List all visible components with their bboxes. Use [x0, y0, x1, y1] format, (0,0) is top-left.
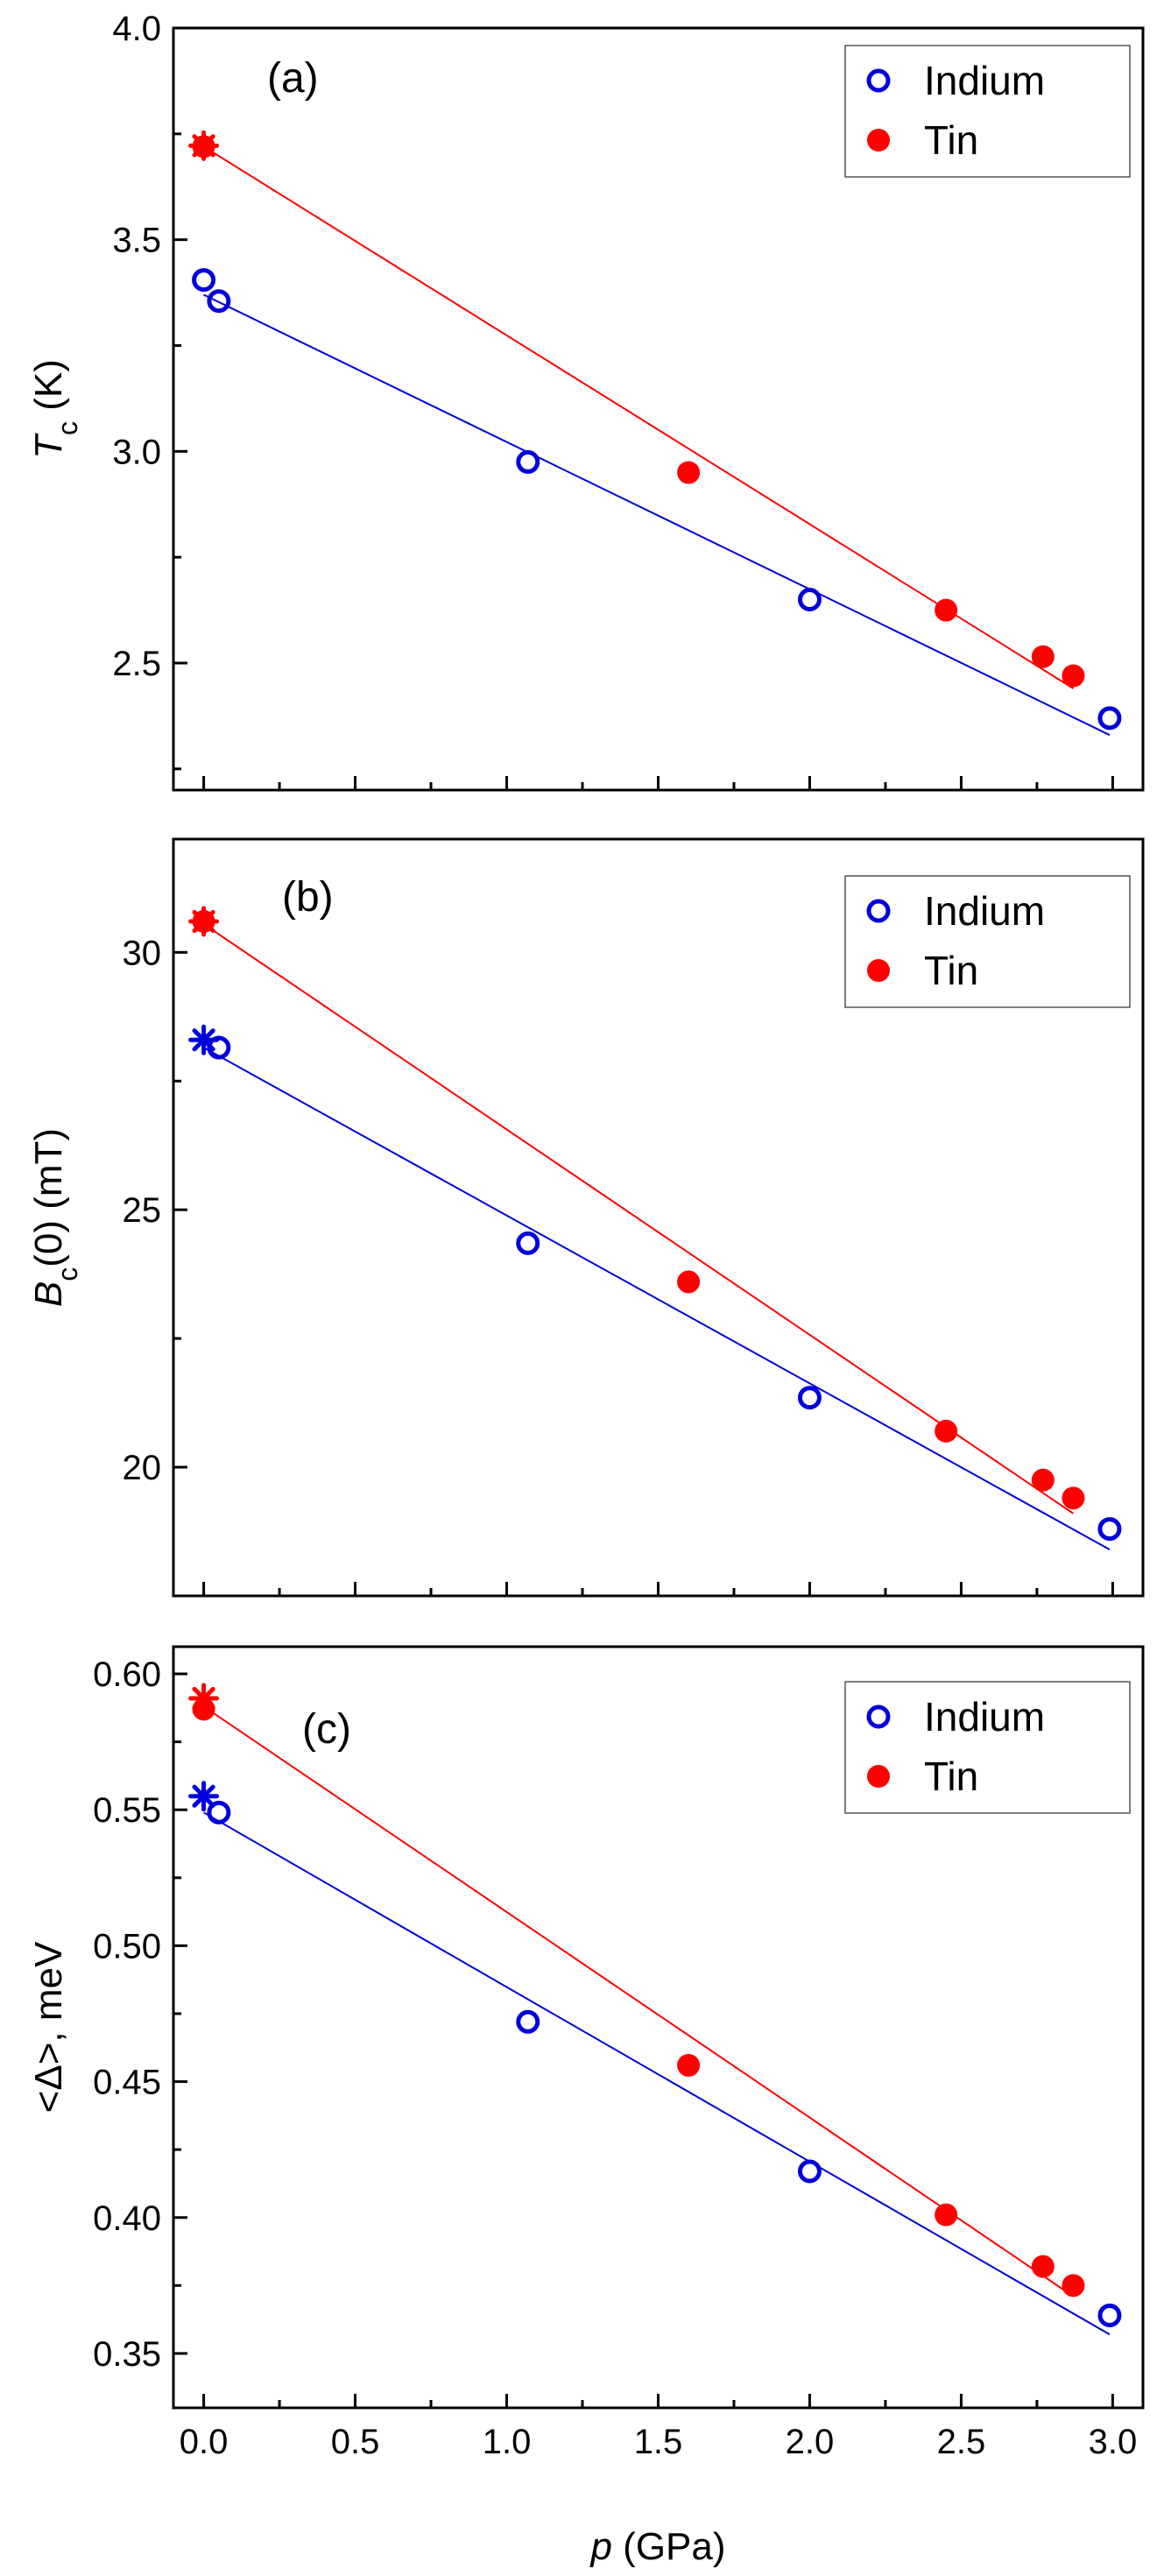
indium-point [797, 1386, 822, 1410]
indium-point [516, 2009, 540, 2034]
y-tick-label: 25 [123, 1191, 162, 1230]
x-tick-label: 3.0 [1089, 2423, 1138, 2461]
y-axis-title-sub: c [52, 1267, 83, 1281]
y-axis-title: Bc(0) (mT) [27, 1128, 83, 1307]
indium-point [207, 289, 231, 314]
panel-c: 0.35 0.40 0.45 0.50 0.55 0.60 0.0 0.5 1.0 1.5 2.0 2… [27, 1645, 1145, 2568]
legend-marker-indium [866, 68, 891, 93]
y-tick-label: 0.40 [93, 2199, 161, 2238]
y-tick-label: 3.5 [112, 222, 161, 260]
x-tick-label: 1.0 [483, 2423, 532, 2461]
legend-marker-tin [867, 129, 890, 152]
legend-label-indium: Indium [924, 58, 1045, 103]
x-tick-label: 1.5 [634, 2423, 683, 2461]
star-stroke [192, 909, 215, 934]
tin-point [1031, 2255, 1055, 2278]
indium-point [516, 449, 540, 474]
tin-point [1031, 1468, 1055, 1492]
tin-star-marker [188, 1683, 220, 1714]
x-axis-title-unit: (GPa) [612, 2525, 726, 2568]
x-axis-title: p (GPa) [589, 2525, 725, 2568]
y-axis-title-sub: c [52, 421, 83, 435]
indium-point [797, 2159, 822, 2184]
tin-point [935, 2203, 958, 2227]
tin-star-marker [188, 906, 220, 937]
indium-point [1097, 1517, 1122, 1542]
tin-fit-line [203, 145, 1074, 689]
y-tick-label: 2.5 [112, 645, 161, 683]
legend: Indium Tin [844, 45, 1131, 178]
indium-star-marker [188, 1024, 220, 1055]
star-stroke [192, 134, 215, 158]
legend-box [844, 1681, 1131, 1814]
legend-box [844, 45, 1131, 178]
tin-point [1062, 664, 1085, 688]
y-tick-label: 0.55 [93, 1791, 161, 1830]
x-tick-label: 0.0 [180, 2423, 229, 2461]
tin-point [1031, 645, 1055, 668]
y-tick-label: 0.60 [93, 1655, 161, 1694]
tin-point [935, 598, 958, 622]
tin-point [1062, 1486, 1085, 1510]
legend-marker-tin [867, 1765, 890, 1788]
indium-point [207, 1800, 231, 1824]
y-tick-label: 4.0 [112, 10, 161, 48]
panel-label: (a) [267, 55, 319, 102]
y-axis-title-main: T [27, 433, 70, 459]
tin-point [677, 1270, 701, 1294]
tin-point [935, 1419, 958, 1443]
indium-star-marker [188, 1781, 220, 1812]
indium-point [516, 1231, 540, 1255]
tin-fit-line [203, 923, 1074, 1514]
star-stroke [192, 1028, 215, 1052]
legend-label-indium: Indium [924, 1694, 1045, 1740]
panel-label: (c) [302, 1706, 351, 1753]
star-stroke [192, 1784, 215, 1808]
y-axis-title: <Δ>, meV [27, 1941, 70, 2113]
legend-label-tin: Tin [924, 1754, 978, 1799]
indium-point [797, 588, 822, 611]
x-axis-title-main: p [589, 2525, 611, 2568]
tin-point [677, 2053, 701, 2077]
indium-point [1097, 706, 1122, 730]
indium-fit-line [203, 1047, 1111, 1550]
y-tick-label: 30 [123, 934, 162, 972]
x-tick-label: 0.5 [331, 2423, 380, 2461]
y-axis-title-unit: (0) (mT) [27, 1128, 70, 1267]
legend-marker-tin [867, 959, 890, 982]
tin-fit-line [203, 1705, 1074, 2297]
panel-label: (b) [282, 874, 334, 921]
legend-label-tin: Tin [924, 948, 978, 993]
x-tick-label: 2.0 [786, 2423, 835, 2461]
panel-a: 2.5 3.0 3.5 4.0 Tc (K) (a) Indium Tin [27, 10, 1145, 792]
tin-point [677, 461, 701, 484]
indium-fit-line [203, 293, 1111, 737]
star-stroke [192, 1686, 215, 1711]
tin-star-marker [188, 130, 220, 161]
tin-point [1062, 2274, 1085, 2297]
y-tick-label: 0.35 [93, 2335, 161, 2374]
y-tick-label: 0.45 [93, 2064, 161, 2102]
legend-label-tin: Tin [924, 117, 978, 163]
y-axis-title: Tc (K) [27, 359, 83, 459]
y-tick-label: 0.50 [93, 1927, 161, 1966]
panel-b: 20 25 30 Bc(0) (mT) (b) Indium Tin [27, 837, 1145, 1598]
y-axis-title-main: <Δ>, meV [27, 1941, 70, 2113]
legend-marker-indium [866, 899, 891, 923]
indium-point [192, 268, 216, 293]
y-axis-title-unit: (K) [27, 359, 70, 421]
y-axis-title-main: B [27, 1281, 70, 1307]
legend: Indium Tin [844, 875, 1131, 1008]
indium-point [1097, 2303, 1122, 2327]
legend-box [844, 875, 1131, 1008]
indium-fit-line [203, 1811, 1111, 2336]
y-tick-label: 20 [123, 1449, 162, 1487]
y-tick-label: 3.0 [112, 433, 161, 471]
legend-label-indium: Indium [924, 888, 1045, 934]
legend-marker-indium [866, 1704, 891, 1729]
legend: Indium Tin [844, 1681, 1131, 1814]
x-tick-label: 2.5 [937, 2423, 986, 2461]
